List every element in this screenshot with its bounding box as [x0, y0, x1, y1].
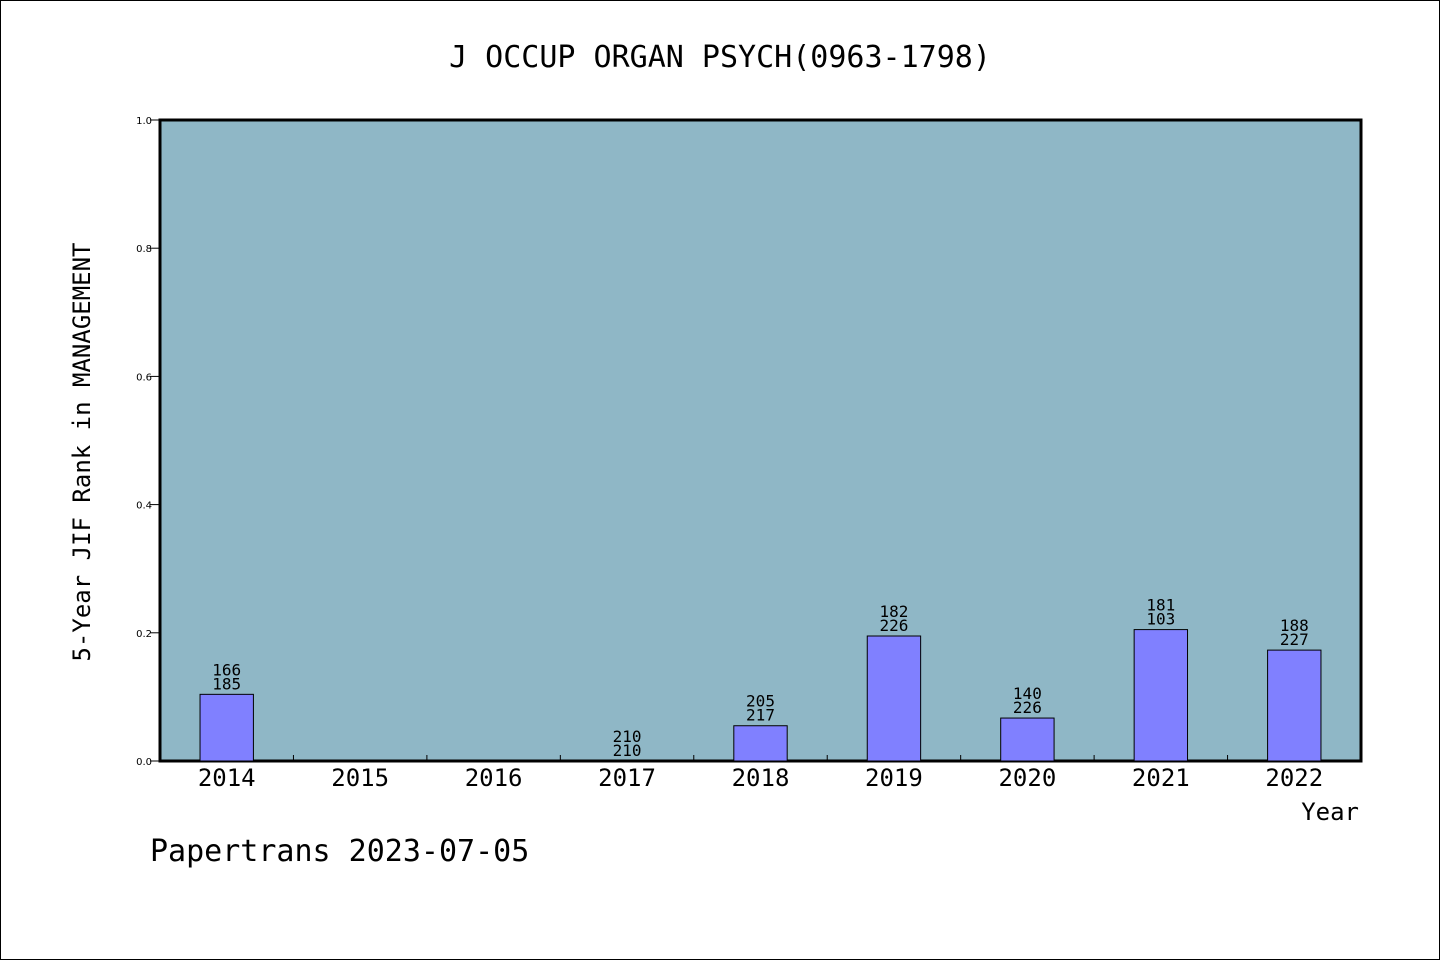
chart-title: J OCCUP ORGAN PSYCH(0963-1798)	[449, 40, 991, 75]
bar-total-label: 217	[746, 706, 775, 725]
x-tick-label: 2021	[1132, 764, 1190, 792]
bar-total-label: 103	[1146, 610, 1175, 629]
y-axis: 0.0 0.2 0.4 0.6 0.8 1.0	[136, 116, 160, 768]
y-tick-label: 0.6	[136, 372, 152, 383]
y-tick-label: 0.8	[136, 244, 152, 255]
x-tick-label: 2020	[998, 764, 1056, 792]
y-tick-label: 1.0	[136, 116, 152, 127]
bar-2021	[1133, 629, 1189, 762]
bar-total-label: 226	[879, 616, 908, 635]
bar-2020	[1000, 717, 1055, 762]
bar-2022	[1267, 649, 1322, 762]
x-tick-label: 2015	[331, 764, 389, 792]
x-tick-label: 2014	[198, 764, 256, 792]
x-axis-label: Year	[1301, 798, 1359, 826]
bar-rank-label: 182	[879, 602, 908, 621]
bar-rank-label: 205	[746, 692, 775, 711]
bar-rank-label: 140	[1013, 684, 1042, 703]
x-tick-label: 2019	[865, 764, 923, 792]
bar-2019	[866, 635, 922, 762]
y-tick-label: 0.2	[136, 629, 152, 640]
x-axis: 2014 2015 2016 2017 2018 2019 2020 2021 2022	[198, 755, 1323, 792]
x-tick-label: 2018	[732, 764, 790, 792]
x-tick-label: 2017	[598, 764, 656, 792]
bar-rank-label: 166	[212, 660, 241, 679]
bar-rank-label: 188	[1280, 616, 1309, 635]
bar-rank-label: 181	[1146, 596, 1175, 615]
bar-total-label: 210	[613, 741, 642, 760]
y-axis-label: 5-Year JIF Rank in MANAGEMENT	[68, 242, 96, 661]
y-tick-label: 0.4	[136, 501, 152, 512]
x-tick-label: 2022	[1265, 764, 1323, 792]
bar-2018	[733, 725, 788, 762]
footer-credit: Papertrans 2023-07-05	[150, 834, 530, 869]
bar-total-label: 185	[212, 674, 241, 693]
bar-total-label: 226	[1013, 698, 1042, 717]
bar-rank-label: 210	[613, 727, 642, 746]
bar-total-label: 227	[1280, 630, 1309, 649]
bars-group	[199, 629, 1322, 762]
x-tick-label: 2016	[465, 764, 523, 792]
bar-2014	[199, 693, 254, 762]
y-tick-label: 0.0	[136, 757, 152, 768]
